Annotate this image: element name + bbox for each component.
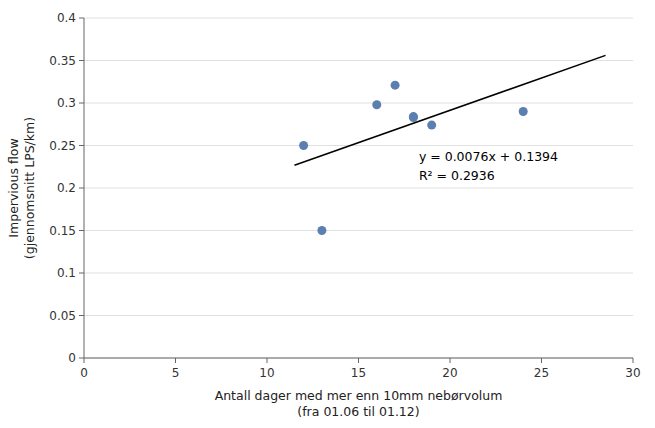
plot-background [84, 18, 633, 358]
scatter-point [372, 100, 381, 109]
grid-line [84, 103, 633, 104]
scatter-point [409, 113, 418, 122]
y-tick [79, 358, 84, 359]
scatter-point [391, 81, 400, 90]
annotation: R² = 0.2936 [419, 168, 495, 183]
chart-container: 0 0.05 0.1 0.15 0.2 0.25 0.3 0.35 0.4 0 5 10 15 20 25 3… [0, 0, 655, 428]
y-tick [79, 230, 84, 231]
grid-line [84, 230, 633, 231]
x-tick [358, 358, 359, 363]
x-axis-label: Antall dager med mer enn 10mm nebørvolum… [215, 388, 503, 419]
x-tick-label: 5 [172, 366, 180, 380]
x-tick-label: 20 [442, 366, 457, 380]
x-tick-label: 30 [625, 366, 640, 380]
y-tick [79, 145, 84, 146]
y-tick-label: 0.35 [49, 54, 76, 68]
y-axis-line [84, 18, 85, 358]
scatter-point [409, 112, 418, 121]
y-tick [79, 315, 84, 316]
y-tick [79, 60, 84, 61]
y-tick-label: 0.15 [49, 224, 76, 238]
x-tick [633, 358, 634, 363]
grid-line [84, 188, 633, 189]
y-axis-label-line: (gjennomsnitt LPS/km) [22, 117, 37, 259]
y-tick-label: 0.25 [49, 139, 76, 153]
y-tick-label: 0.4 [57, 11, 76, 25]
x-tick [84, 358, 85, 363]
y-tick-label: 0.3 [57, 96, 76, 110]
x-tick [175, 358, 176, 363]
scatter-point [427, 121, 436, 130]
scatter-point [317, 226, 326, 235]
chart-svg: 0 0.05 0.1 0.15 0.2 0.25 0.3 0.35 0.4 0 5 10 15 20 25 3… [0, 0, 655, 428]
page: {"chart_data": { "type": "scatter", "x_l… [0, 0, 655, 428]
x-tick-label: 10 [259, 366, 274, 380]
grid-line [84, 145, 633, 146]
y-tick-label: 0.2 [57, 181, 76, 195]
scatter-point [299, 141, 308, 150]
scatter-point [519, 107, 528, 116]
y-tick-label: 0 [68, 351, 76, 365]
y-axis-label-line: Impervious flow [6, 138, 21, 237]
y-tick [79, 188, 84, 189]
y-tick [79, 18, 84, 19]
grid-line [84, 358, 633, 359]
grid-line [84, 273, 633, 274]
y-tick [79, 273, 84, 274]
x-tick [541, 358, 542, 363]
marks [294, 55, 605, 235]
x-tick [450, 358, 451, 363]
grid-line [84, 315, 633, 316]
y-tick-label: 0.05 [49, 309, 76, 323]
y-axis-label: Impervious flow(gjennomsnitt LPS/km) [6, 117, 37, 259]
x-axis-label-line: (fra 01.06 til 01.12) [297, 404, 419, 419]
axes: 0 0.05 0.1 0.15 0.2 0.25 0.3 0.35 0.4 0 5 10 15 20 25 3… [49, 11, 640, 380]
y-tick-label: 0.1 [57, 266, 76, 280]
x-tick-label: 25 [534, 366, 549, 380]
x-tick [267, 358, 268, 363]
x-tick-label: 0 [80, 366, 88, 380]
x-axis-label-line: Antall dager med mer enn 10mm nebørvolum [215, 388, 503, 403]
trend-line [294, 55, 605, 165]
grid-line [84, 18, 633, 19]
annotation: y = 0.0076x + 0.1394 [419, 149, 558, 164]
grid-line [84, 60, 633, 61]
y-tick [79, 103, 84, 104]
x-tick-label: 15 [351, 366, 366, 380]
x-axis-line [84, 358, 633, 359]
